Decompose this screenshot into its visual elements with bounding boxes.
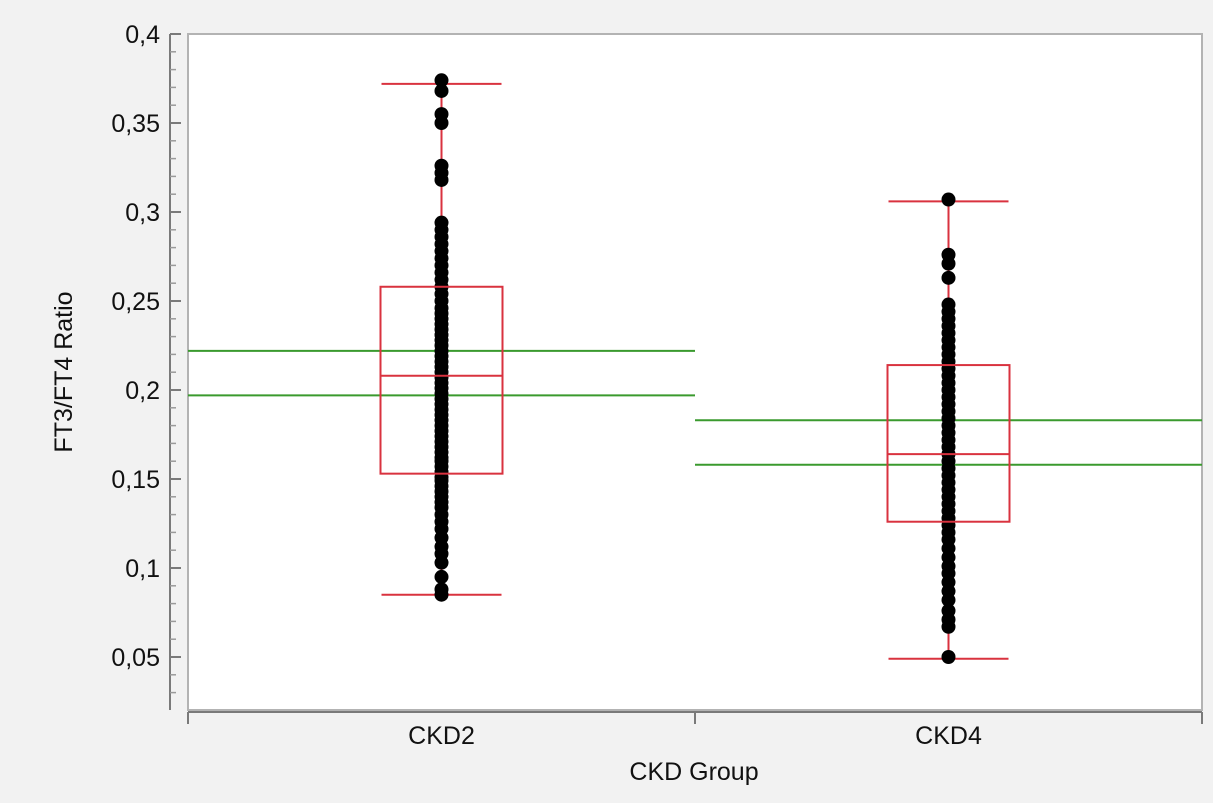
data-point (941, 192, 956, 207)
iqr-box (379, 285, 504, 475)
x-tick-label: CKD4 (915, 722, 982, 750)
data-point (941, 247, 956, 262)
chart-marks (188, 73, 1202, 664)
iqr-box (886, 364, 1011, 523)
y-tick-label: 0,05 (111, 644, 160, 672)
data-point (434, 83, 449, 98)
y-axis-title: FT3/FT4 Ratio (50, 291, 78, 452)
plot-area (187, 33, 1203, 711)
x-axis: CKD2 CKD4 (187, 711, 1203, 750)
group-ckd4 (695, 192, 1202, 664)
y-tick-label: 0,4 (125, 21, 160, 49)
data-point (434, 215, 449, 230)
data-point (434, 582, 449, 597)
x-tick-label: CKD2 (408, 722, 475, 750)
group-ckd2 (188, 73, 695, 602)
data-point (434, 158, 449, 173)
x-axis-title: CKD Group (629, 758, 758, 786)
y-tick-label: 0,35 (111, 110, 160, 138)
y-axis: 0,05 0,1 0,15 0,2 0,25 0,3 0,35 0,4 (111, 21, 181, 710)
y-tick-label: 0,25 (111, 288, 160, 316)
data-point (941, 603, 956, 618)
data-point (434, 107, 449, 122)
data-point (434, 73, 449, 88)
data-point (941, 650, 956, 664)
y-tick-label: 0,1 (125, 555, 160, 583)
data-point (941, 297, 956, 312)
y-tick-label: 0,2 (125, 377, 160, 405)
y-tick-label: 0,3 (125, 199, 160, 227)
y-tick-label: 0,15 (111, 466, 160, 494)
data-point (941, 270, 956, 285)
data-point (434, 569, 449, 584)
